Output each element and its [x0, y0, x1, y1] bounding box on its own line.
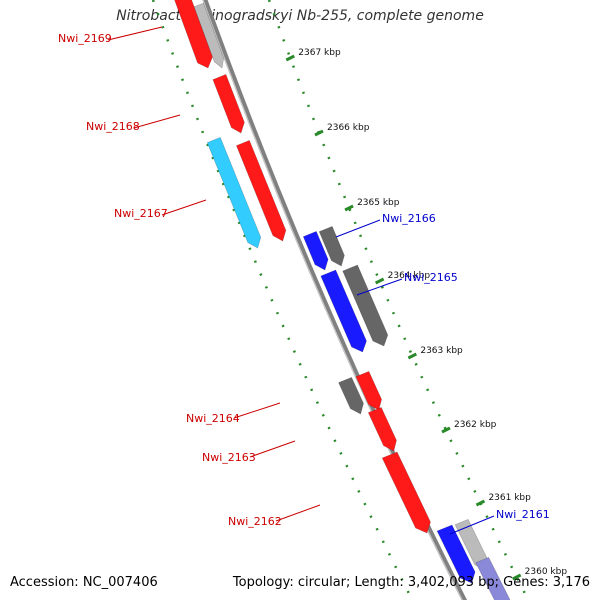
leader-line-nwi-2164 [233, 402, 281, 419]
neighbor-feature-3 [318, 226, 345, 267]
tick-label-2361-kbp: 2361 kbp [488, 493, 531, 503]
gene-nwi-2165 [320, 269, 367, 353]
tick-label-2364-kbp: 2364 kbp [388, 271, 431, 281]
leader-line-nwi-2169 [107, 26, 163, 41]
gene-nwi-2168 [212, 74, 245, 134]
leader-line-nwi-2161 [449, 515, 495, 535]
neighbor-feature-2 [236, 140, 287, 242]
tick-mark-2360-kbp [512, 573, 522, 581]
gene-nwi-2167 [206, 137, 262, 249]
gene-nwi-2162 [381, 451, 431, 534]
neighbor-feature-4 [342, 264, 389, 347]
tick-label-2362-kbp: 2362 kbp [454, 420, 497, 430]
neighbor-feature-7 [475, 557, 511, 600]
gene-labels: Nwi_2169 Nwi_2168 Nwi_2167 Nwi_2166 Nwi_2165… [58, 26, 550, 535]
accession-text: Accession: NC_007406 [10, 575, 158, 590]
left-dotted-track [151, 0, 414, 600]
tick-label-2366-kbp: 2366 kbp [327, 123, 370, 133]
gene-label-nwi-2169: Nwi_2169 [58, 32, 112, 45]
leader-line-nwi-2168 [133, 114, 181, 129]
tick-mark-2361-kbp [475, 499, 486, 507]
leader-line-nwi-2162 [275, 504, 321, 522]
gene-label-nwi-2161: Nwi_2161 [496, 508, 550, 521]
gene-label-nwi-2167: Nwi_2167 [114, 207, 168, 220]
gene-nwi-2166 [302, 231, 329, 271]
gene-label-nwi-2165: Nwi_2165 [404, 271, 458, 284]
tick-mark-2364-kbp [374, 277, 385, 285]
gene-nwi-2169 [174, 0, 213, 69]
tick-label-2363-kbp: 2363 kbp [420, 346, 463, 356]
leader-line-nwi-2166 [335, 219, 381, 238]
gene-label-nwi-2162: Nwi_2162 [228, 515, 282, 528]
gene-label-nwi-2163: Nwi_2163 [202, 451, 256, 464]
gene-label-nwi-2164: Nwi_2164 [186, 412, 240, 425]
tick-mark-2362-kbp [441, 426, 451, 434]
gene-label-nwi-2166: Nwi_2166 [382, 212, 436, 225]
tick-mark-2367-kbp [285, 54, 295, 62]
gene-label-nwi-2168: Nwi_2168 [86, 120, 140, 133]
tick-mark-2366-kbp [314, 129, 324, 137]
gene-features [174, 0, 511, 600]
neighbor-feature-5 [338, 377, 364, 415]
gene-nwi-2161 [436, 524, 476, 584]
tick-mark-2363-kbp [407, 352, 418, 360]
tick-mark-2365-kbp [344, 204, 354, 212]
leader-line-nwi-2165 [356, 278, 403, 296]
tick-label-2360-kbp: 2360 kbp [525, 567, 568, 577]
tick-label-2365-kbp: 2365 kbp [357, 198, 400, 208]
tick-label-2367-kbp: 2367 kbp [298, 48, 341, 58]
dotted-tracks [151, 0, 530, 600]
neighbor-feature-1 [193, 2, 225, 69]
gene-nwi-2164 [355, 371, 382, 411]
right-dotted-track [267, 0, 530, 600]
gene-nwi-2163 [367, 407, 397, 452]
kbp-ticks: 2367 kbp 2366 kbp 2365 kbp 2364 kbp 2363 kbp… [285, 48, 568, 581]
topology-text: Topology: circular; Length: 3,402,093 bp… [232, 575, 590, 590]
leader-line-nwi-2163 [249, 440, 296, 458]
leader-line-nwi-2167 [161, 199, 207, 216]
